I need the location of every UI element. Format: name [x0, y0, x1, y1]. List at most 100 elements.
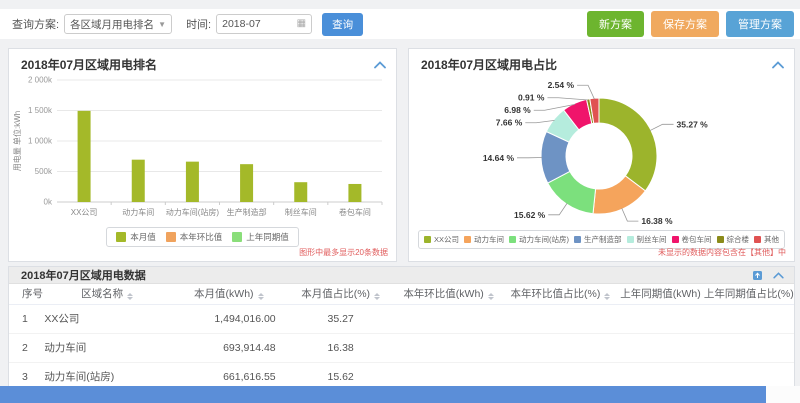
table-row: 1 XX公司 1,494,016.00 35.27 — [9, 304, 794, 334]
data-table-panel: 2018年07月区域用电数据 序号 区域名称 本月值(kWh) 本月值占比(%) 本年环… — [8, 266, 795, 403]
bar-chart: 0k 500k 1 000k 1 500k 2 000k 用电量 单位:kWh XX公司 动力… — [12, 76, 383, 217]
bar-卷包车间[interactable] — [348, 183, 362, 202]
sort-icon[interactable] — [604, 293, 611, 301]
x-axis-category-label: XX公司 — [71, 208, 98, 217]
query-plan-label: 查询方案: — [12, 19, 60, 31]
legend-label: 上年同期值 — [246, 232, 289, 242]
legend-item-其他[interactable]: 其他 — [754, 234, 779, 245]
horizontal-scrollbar[interactable] — [0, 386, 766, 403]
legend-swatch — [754, 236, 761, 243]
table-cell: 1,494,016.00 — [169, 304, 288, 334]
legend-item-生产制造部[interactable]: 生产制造部 — [574, 234, 622, 245]
scrollbar-track — [766, 386, 800, 403]
save-plan-button[interactable]: 保存方案 — [651, 11, 719, 37]
pie-percvalue-label: 16.38 % — [641, 216, 673, 226]
pie-slice-XX公司[interactable] — [598, 97, 658, 192]
legend-swatch — [423, 236, 431, 243]
column-header-区域名称[interactable]: 区域名称 — [44, 284, 170, 305]
column-header-label: 区域名称 — [81, 288, 124, 301]
table-cell: XX公司 — [44, 304, 170, 334]
column-header-label: 上年同期值占比(%) — [703, 288, 794, 301]
column-header-本年环比值占比(%)[interactable]: 本年环比值占比(%) — [503, 284, 618, 305]
table-cell — [703, 333, 794, 363]
legend-label: 其他 — [764, 235, 779, 244]
legend-label: 综合楼 — [726, 235, 750, 244]
legend-item-本月值[interactable]: 本月值 — [116, 231, 156, 243]
column-header-本月值(kWh)[interactable]: 本月值(kWh) — [169, 284, 288, 305]
legend-swatch — [464, 236, 471, 243]
column-header-label: 上年同期值(kWh) — [620, 288, 701, 301]
legend-item-动力车间(站房)[interactable]: 动力车间(站房) — [509, 234, 569, 245]
legend-swatch — [626, 236, 634, 243]
legend-swatch — [574, 236, 581, 243]
pie-label-line — [649, 123, 674, 131]
chevron-down-icon: ▼ — [158, 19, 167, 29]
table-cell: 693,914.48 — [169, 333, 288, 363]
chart-panels: 2018年07月区域用电排名 0k 500k 1 000k 1 500k 2 000k 用… — [8, 48, 795, 262]
bar-制丝车间[interactable] — [294, 182, 308, 202]
legend-item-综合楼[interactable]: 综合楼 — [716, 234, 750, 245]
bar-动力车间(站房)[interactable] — [185, 161, 199, 202]
x-axis-category-label: 制丝车间 — [285, 207, 317, 217]
legend-swatch — [232, 232, 243, 242]
bar-生产制造部[interactable] — [240, 164, 254, 202]
column-header-序号: 序号 — [9, 284, 45, 305]
calendar-icon[interactable]: ▦ — [296, 18, 307, 29]
column-header-上年同期值占比(%): 上年同期值占比(%) — [703, 284, 794, 305]
table-cell — [393, 304, 504, 334]
sort-icon[interactable] — [257, 293, 264, 301]
bar-legend-row: 本月值 本年环比值 上年同期值 — [9, 227, 396, 247]
legend-swatch — [671, 236, 679, 243]
legend-item-本年环比值[interactable]: 本年环比值 — [165, 231, 223, 243]
sort-icon[interactable] — [487, 293, 494, 301]
collapse-up-icon[interactable] — [773, 271, 784, 279]
bar-panel-header: 2018年07月区域用电排名 — [9, 49, 396, 74]
legend-label: XX公司 — [433, 235, 459, 244]
table-cell — [617, 333, 704, 363]
legend-label: 本月值 — [130, 232, 156, 242]
legend-label: 动力车间 — [474, 235, 504, 244]
new-plan-button[interactable]: 新方案 — [587, 11, 644, 37]
legend-item-XX公司[interactable]: XX公司 — [423, 234, 459, 245]
pie-panel-header: 2018年07月区域用电占比 — [409, 49, 794, 74]
pie-percvalue-label: 2.54 % — [548, 80, 575, 90]
table-cell: 2 — [9, 333, 45, 363]
pie-percvalue-label: 14.64 % — [483, 153, 515, 163]
legend-label: 本年环比值 — [179, 232, 223, 242]
column-header-本月值占比(%)[interactable]: 本月值占比(%) — [287, 284, 394, 305]
pie-slice-其他[interactable] — [589, 97, 600, 124]
pie-label-line — [533, 103, 576, 111]
column-header-本年环比值(kWh)[interactable]: 本年环比值(kWh) — [393, 284, 504, 305]
column-header-label: 本月值占比(%) — [301, 288, 371, 301]
manage-plan-button[interactable]: 管理方案 — [726, 11, 794, 37]
column-header-label: 序号 — [22, 288, 43, 301]
query-plan-select[interactable]: 各区域月用电排名 ▼ — [64, 14, 173, 34]
pie-label-line — [525, 119, 555, 124]
collapse-up-icon[interactable] — [374, 60, 386, 69]
legend-item-上年同期值[interactable]: 上年同期值 — [232, 231, 289, 243]
bar-chart-note: 图形中最多显示20条数据 — [299, 248, 388, 257]
legend-swatch — [165, 232, 176, 242]
column-header-label: 本年环比值(kWh) — [403, 288, 484, 301]
pie-percvalue-label: 6.98 % — [504, 105, 531, 115]
sort-icon[interactable] — [374, 293, 381, 301]
query-button[interactable]: 查询 — [322, 12, 364, 36]
x-axis-category-label: 动力车间 — [122, 207, 154, 217]
table-cell: 动力车间 — [44, 333, 170, 363]
legend-item-卷包车间[interactable]: 卷包车间 — [671, 234, 712, 245]
table-title-icons — [752, 270, 784, 281]
collapse-up-icon[interactable] — [772, 60, 784, 69]
y-axis-tick-label: 1 500k — [28, 106, 53, 115]
legend-item-动力车间[interactable]: 动力车间 — [464, 234, 504, 245]
table-cell: 35.27 — [287, 304, 394, 334]
bar-动力车间[interactable] — [131, 159, 145, 202]
time-input[interactable] — [222, 18, 293, 30]
export-icon[interactable] — [752, 270, 763, 281]
pie-panel-title: 2018年07月区域用电占比 — [421, 58, 558, 72]
x-axis-category-label: 动力车间(站房) — [166, 207, 220, 217]
legend-item-制丝车间[interactable]: 制丝车间 — [626, 234, 667, 245]
bar-XX公司[interactable] — [77, 110, 91, 202]
table-cell — [617, 304, 704, 334]
sort-icon[interactable] — [127, 293, 134, 301]
